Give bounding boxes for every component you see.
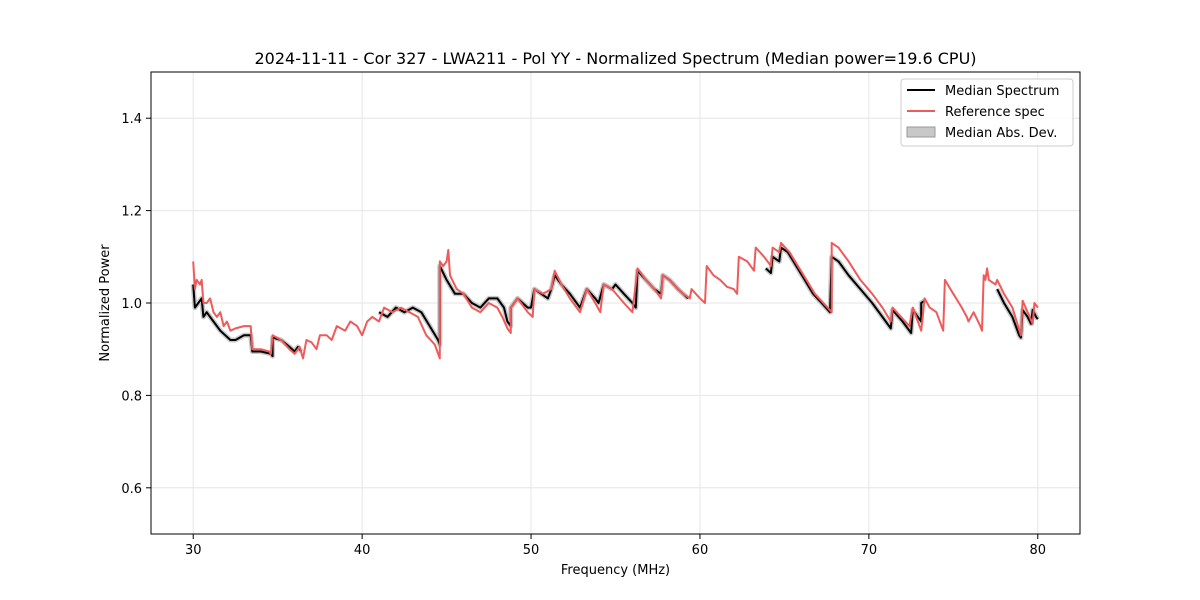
y-axis-label: Normalized Power bbox=[98, 244, 113, 362]
y-tick-label: 0.8 bbox=[121, 389, 142, 404]
legend-reference-label: Reference spec bbox=[945, 105, 1045, 120]
legend-mad-swatch bbox=[906, 126, 936, 138]
x-axis-ticks: 30 40 50 60 70 80 bbox=[185, 534, 1046, 558]
x-tick-label: 50 bbox=[523, 543, 540, 558]
y-tick-label: 0.6 bbox=[121, 482, 142, 497]
y-tick-label: 1.2 bbox=[121, 205, 142, 220]
legend-box bbox=[900, 78, 1074, 147]
y-tick-label: 1.0 bbox=[121, 297, 142, 312]
x-tick-label: 70 bbox=[861, 543, 878, 558]
y-axis-ticks: 0.6 0.8 1.0 1.2 1.4 bbox=[121, 112, 151, 497]
x-axis-label: Frequency (MHz) bbox=[561, 563, 670, 578]
reference-series bbox=[192, 241, 1039, 360]
legend: Median Spectrum Reference spec Median Ab… bbox=[900, 78, 1074, 147]
y-tick-label: 1.4 bbox=[121, 112, 142, 127]
legend-mad-label: Median Abs. Dev. bbox=[945, 126, 1057, 141]
reference-line-segment bbox=[192, 241, 1039, 360]
x-tick-label: 60 bbox=[692, 543, 709, 558]
x-tick-label: 80 bbox=[1029, 543, 1046, 558]
chart-title: 2024-11-11 - Cor 327 - LWA211 - Pol YY -… bbox=[254, 49, 976, 68]
legend-median-label: Median Spectrum bbox=[945, 84, 1059, 99]
x-tick-label: 40 bbox=[354, 543, 371, 558]
x-tick-label: 30 bbox=[185, 543, 202, 558]
